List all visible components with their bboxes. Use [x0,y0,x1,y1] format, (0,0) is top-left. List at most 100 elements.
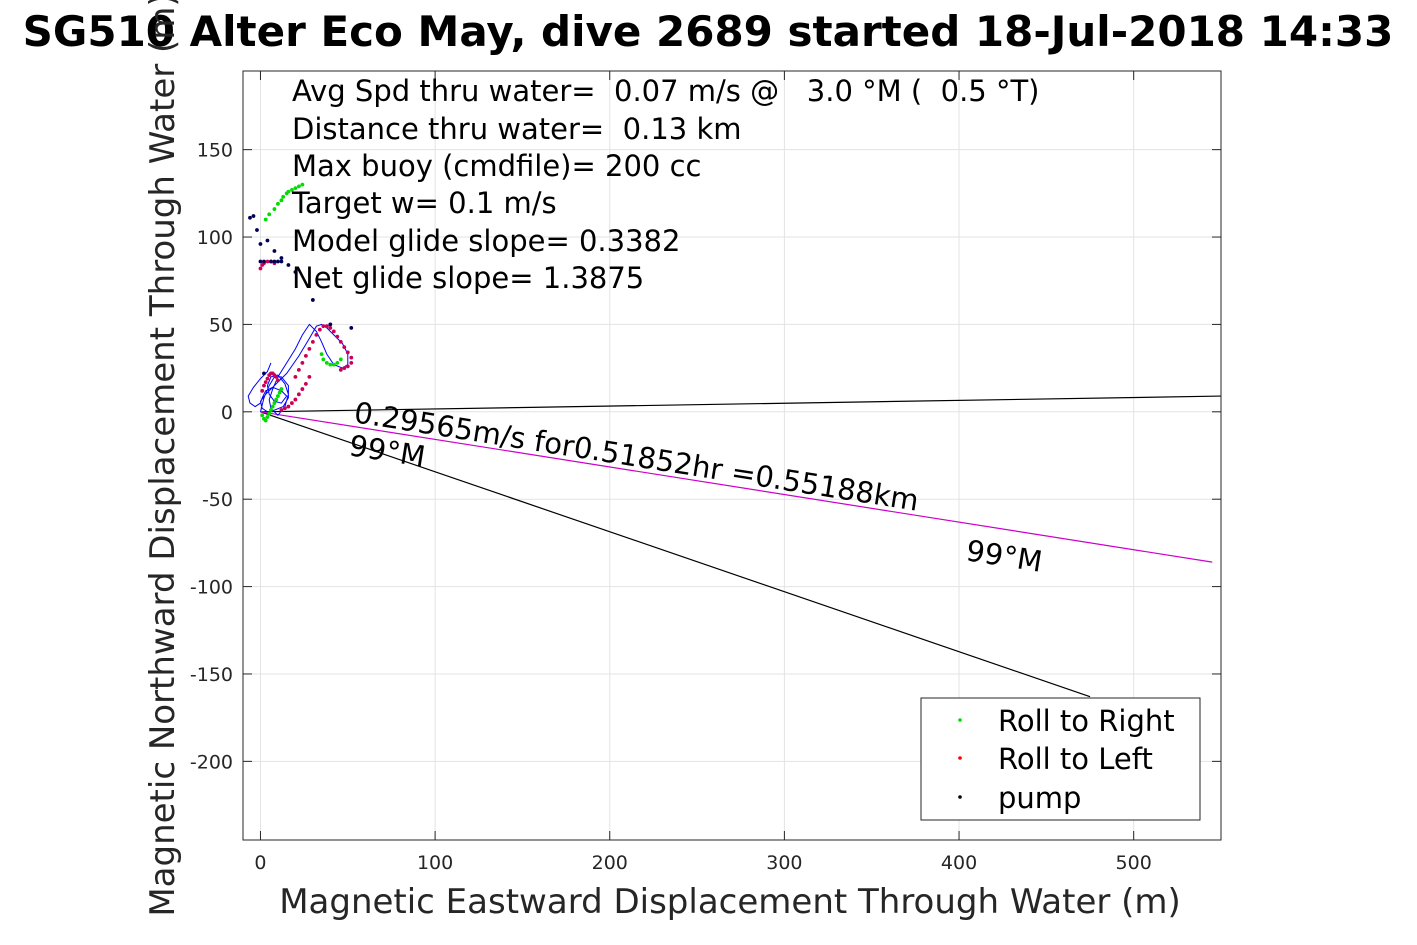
roll-right-point [321,357,326,362]
x-tick-label: 500 [1116,852,1152,874]
roll-left-point [321,324,326,329]
roll-left-point [274,374,279,379]
roll-left-point [342,345,347,350]
roll-left-point [300,360,305,365]
roll-left-point [324,324,329,329]
data-points [248,182,354,423]
pump-point [349,326,354,330]
roll-right-point [279,387,284,391]
roll-left-point [345,364,350,369]
roll-right-point [331,362,336,367]
roll-right-point [277,390,282,395]
pump-point [269,259,273,264]
pump-point [279,256,284,260]
roll-right-point [276,201,280,206]
y-tick-label: 50 [209,314,233,336]
pump-point [272,259,277,264]
roll-right-point [338,357,343,362]
legend-label-roll-left: Roll to Left [998,742,1153,776]
y-tick-label: -200 [190,751,233,773]
x-tick-label: 200 [592,852,628,874]
roll-left-point [349,355,354,360]
roll-right-point [281,194,286,199]
heading-line-lower [260,411,1091,698]
stat-max-buoy: Max buoy (cmdfile)= 200 cc [292,149,701,183]
x-tick-label: 100 [417,852,453,874]
roll-left-point [265,259,270,264]
glider-track [247,323,349,417]
pump-point [258,259,263,264]
roll-left-point [328,326,333,330]
roll-left-point [338,339,343,344]
legend-marker-pump [958,795,962,799]
x-tick-label: 400 [941,852,977,874]
pump-point [265,238,270,243]
roll-left-point [296,392,301,397]
roll-left-point [345,350,350,355]
roll-right-point [270,404,275,409]
y-tick-label: -100 [190,577,233,599]
legend-box [920,697,1201,821]
reference-lines [260,395,1222,698]
roll-left-point [283,406,287,411]
roll-left-point [303,353,308,358]
roll-right-point [263,217,268,222]
roll-right-point [269,408,273,412]
legend: Roll to Right Roll to Left pump [920,697,1201,821]
roll-right-point [267,212,272,217]
stat-net-glide: Net glide slope= 1.3875 [292,261,644,295]
pump-point [258,242,263,246]
roll-left-point [338,367,343,372]
roll-left-point [263,380,268,384]
pump-point [251,214,256,218]
roll-left-point [300,387,305,391]
pump-point [248,215,252,220]
stat-target-w: Target w= 0.1 m/s [291,186,557,220]
roll-left-point [296,367,301,372]
chart-title: SG510 Alter Eco May, dive 2689 started 1… [23,7,1394,56]
y-tick-label: 100 [197,227,233,249]
grid [243,71,1221,840]
pump-point [255,228,259,232]
roll-left-point [279,408,284,412]
roll-left-point [307,346,312,351]
roll-left-point [349,360,354,365]
current-vector [260,411,1213,563]
roll-right-point [324,360,329,365]
pump-point [262,371,266,376]
roll-right-point [272,207,277,211]
legend-label-roll-right: Roll to Right [998,704,1175,738]
roll-right-point [286,189,291,194]
pump-point [293,270,298,274]
roll-left-point [265,376,270,381]
x-axis-label: Magnetic Eastward Displacement Through W… [279,882,1181,922]
stat-distance: Distance thru water= 0.13 km [292,112,742,146]
y-tick-label: 0 [221,402,233,424]
roll-right-point [328,362,333,367]
roll-left-point [314,333,319,337]
pump-point [262,259,266,264]
roll-left-point [303,381,308,386]
x-tick-label: 0 [254,852,266,874]
stats-block: Avg Spd thru water= 0.07 m/s @ 3.0 °M ( … [291,74,1040,295]
legend-label-pump: pump [998,781,1081,815]
roll-left-point [331,329,336,334]
y-tick-label: -150 [190,664,233,686]
roll-left-point [335,334,340,339]
roll-left-point [276,378,280,383]
pump-point [286,263,291,267]
roll-right-point [296,184,301,189]
roll-left-point [342,366,347,371]
roll-right-point [300,182,305,187]
roll-left-point [317,327,322,332]
roll-right-point [260,413,265,418]
roll-left-point [262,383,266,388]
y-tick-label: 150 [197,140,233,162]
plot-frame [242,70,1222,841]
roll-right-point [335,360,340,365]
legend-marker-roll-right [958,718,962,722]
y-tick-label: -50 [202,489,233,511]
roll-right-point [263,418,268,423]
